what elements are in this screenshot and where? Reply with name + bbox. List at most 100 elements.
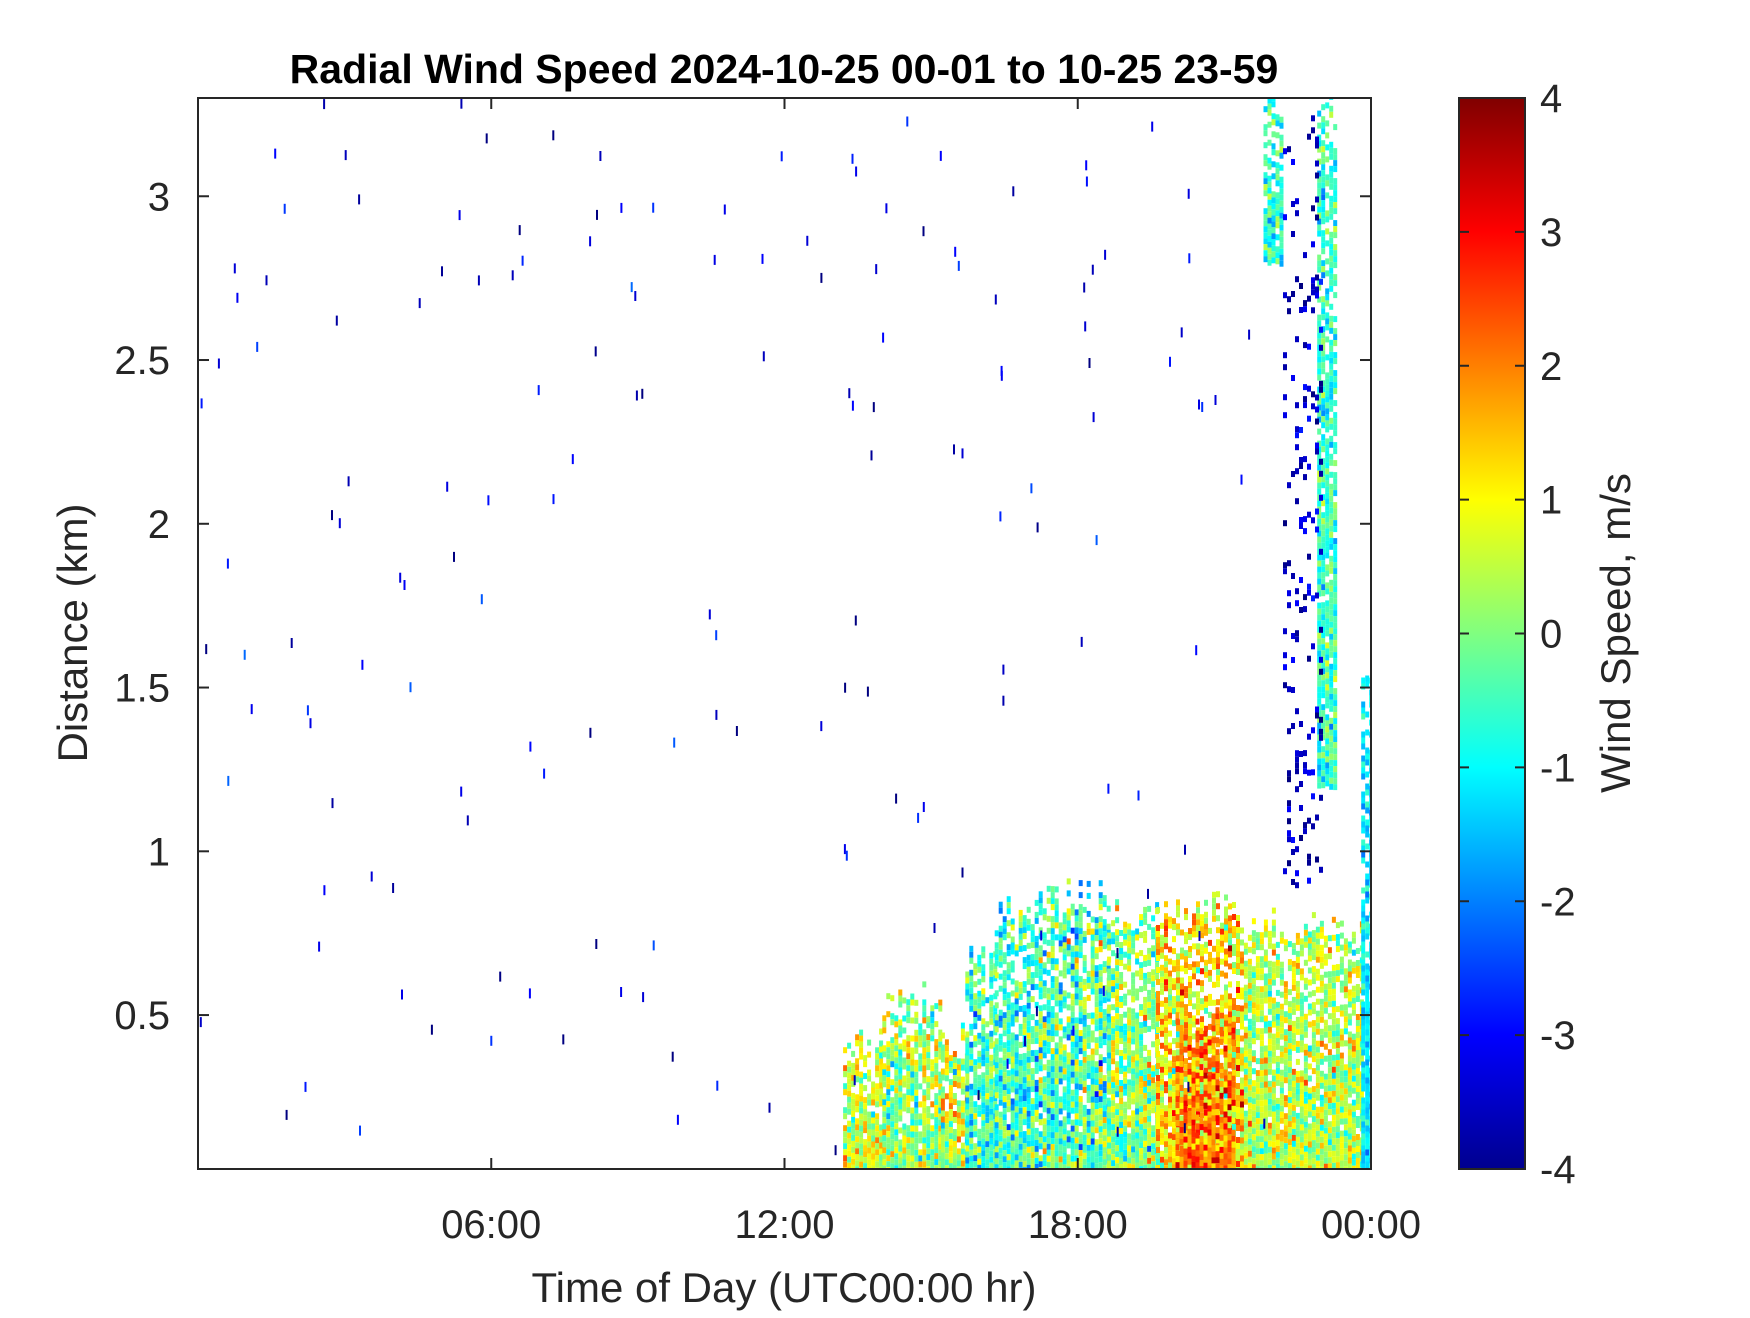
heatmap-cell [1160, 952, 1164, 959]
heatmap-cell [1098, 988, 1103, 995]
heatmap-cell [1006, 962, 1011, 969]
heatmap-cell [1086, 1114, 1091, 1121]
heatmap-cell [1062, 1140, 1067, 1147]
heatmap-cell [1034, 899, 1039, 906]
heatmap-cell [1329, 423, 1334, 430]
heatmap-cell [1255, 956, 1260, 963]
heatmap-cell [1331, 1132, 1336, 1139]
heatmap-cell [1231, 1129, 1236, 1136]
heatmap-cell [1090, 1054, 1095, 1061]
heatmap-cell [969, 1053, 974, 1060]
heatmap-cell [1236, 1137, 1240, 1143]
heatmap-cell [1127, 1151, 1132, 1158]
heatmap-cell [1038, 903, 1043, 910]
heatmap-cell [1236, 1149, 1240, 1155]
heatmap-cell [1172, 1152, 1176, 1159]
heatmap-cell [1331, 970, 1336, 977]
heatmap-cell [1107, 986, 1112, 993]
heatmap-cell [1022, 1113, 1027, 1120]
heatmap-cell [1151, 1125, 1156, 1132]
heatmap-cell [985, 1141, 990, 1148]
heatmap-cell [1317, 764, 1322, 771]
heatmap-cell [1224, 1032, 1228, 1039]
heatmap-cell [1243, 990, 1248, 997]
heatmap-cell [1251, 1080, 1256, 1087]
heatmap-cell [1212, 963, 1216, 970]
heatmap-cell [851, 1146, 856, 1153]
heatmap-cell [1325, 210, 1330, 217]
heatmap-cell [1191, 1149, 1196, 1156]
heatmap-cell [1311, 1056, 1316, 1063]
heatmap-cell [1203, 1090, 1208, 1097]
heatmap-cell [1323, 1115, 1328, 1122]
heatmap-cell [1062, 1086, 1067, 1093]
heatmap-cell [855, 1064, 860, 1071]
heatmap-cell [930, 1029, 935, 1036]
heatmap-cell [1347, 1073, 1352, 1080]
heatmap-cell [1175, 1042, 1180, 1049]
heatmap-cell [1216, 981, 1220, 988]
heatmap-cell [1220, 1066, 1224, 1073]
heatmap-cell [1224, 924, 1228, 931]
heatmap-cell [1050, 1132, 1055, 1139]
heatmap-cell [977, 1104, 982, 1111]
heatmap-cell [1006, 950, 1011, 957]
heatmap-cell [902, 1045, 907, 1052]
heatmap-cell [994, 1110, 999, 1117]
heatmap-cell [1168, 916, 1172, 923]
heatmap-cell [1311, 942, 1316, 949]
heatmap-cell [871, 1117, 876, 1124]
heatmap-cell [1196, 907, 1200, 914]
heatmap-cell [1199, 1148, 1204, 1155]
heatmap-cell [1325, 552, 1330, 559]
heatmap-cell [1207, 1087, 1212, 1094]
heatmap-cell [879, 1154, 884, 1161]
heatmap-cell [1361, 839, 1366, 846]
heatmap-cell [1123, 1137, 1128, 1144]
heatmap-cell [1204, 995, 1208, 1002]
heatmap-cell [926, 1076, 931, 1083]
heatmap-cell [851, 1068, 856, 1075]
heatmap-cell [1307, 1021, 1312, 1028]
heatmap-cell [1361, 743, 1366, 750]
heatmap-cell [956, 1112, 961, 1119]
heatmap-cell [1183, 1094, 1188, 1101]
heatmap-cell [847, 1090, 852, 1097]
heatmap-cell [981, 1054, 986, 1061]
heatmap-cell [1361, 1109, 1366, 1116]
heatmap-cell [902, 1075, 907, 1082]
heatmap-cell [1317, 620, 1322, 627]
heatmap-cell [1006, 1106, 1011, 1113]
heatmap-cell [1319, 1100, 1324, 1107]
heatmap-cell [1050, 1060, 1055, 1067]
heatmap-cell [859, 1083, 864, 1090]
heatmap-cell [1074, 1101, 1079, 1108]
heatmap-cell [1070, 1125, 1075, 1132]
heatmap-cell [1303, 1121, 1308, 1128]
heatmap-cell [1317, 368, 1322, 375]
heatmap-cell [1317, 782, 1322, 789]
heatmap-cell [1215, 1115, 1220, 1122]
heatmap-cell [879, 1088, 884, 1095]
heatmap-cell [1143, 1098, 1148, 1105]
heatmap-cell [1030, 1014, 1035, 1021]
heatmap-cell [1231, 1063, 1236, 1070]
heatmap-layer [199, 98, 1371, 1169]
heatmap-cell [960, 1124, 965, 1131]
heatmap-cell [1275, 1163, 1280, 1169]
heatmap-cell [1335, 1108, 1340, 1115]
heatmap-cell [1325, 528, 1330, 535]
heatmap-cell [1018, 1059, 1023, 1066]
heatmap-cell [965, 1133, 970, 1140]
heatmap-cell [1147, 1157, 1152, 1164]
heatmap-cell [1102, 1159, 1107, 1166]
heatmap-cell [940, 1140, 945, 1147]
heatmap-cell [1321, 470, 1326, 477]
heatmap-cell [1135, 1030, 1140, 1037]
heatmap-cell [1147, 1001, 1152, 1008]
heatmap-cell [1295, 1160, 1300, 1167]
heatmap-cell [1183, 1142, 1188, 1149]
heatmap-cell [1299, 944, 1304, 951]
heatmap-cell [1224, 912, 1228, 919]
heatmap-cell [1321, 746, 1326, 753]
